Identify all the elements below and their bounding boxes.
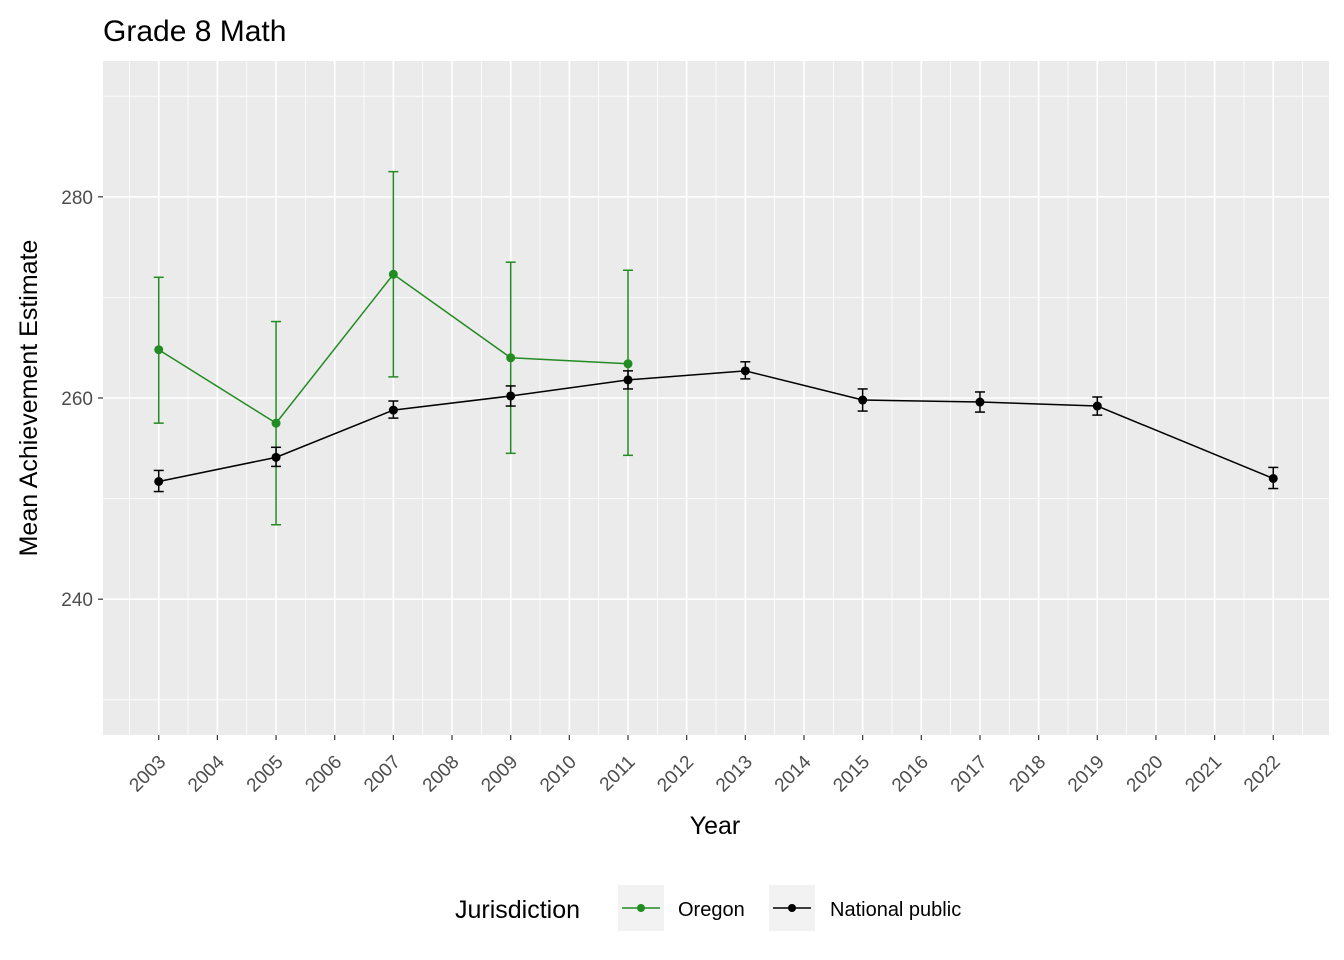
x-tick-label: 2018 — [1005, 752, 1050, 797]
y-tick-label: 280 — [61, 188, 93, 209]
x-tick-label: 2008 — [419, 752, 464, 797]
x-tick-label: 2005 — [243, 752, 288, 797]
x-axis: 2003 2004 2005 2006 2007 2008 2009 2010 2011 2012… — [126, 735, 1285, 796]
legend-point-national-public — [788, 904, 796, 912]
data-point — [858, 395, 868, 405]
x-tick-label: 2004 — [184, 751, 229, 796]
x-tick-label: 2010 — [536, 752, 581, 797]
data-point — [740, 366, 750, 376]
x-tick-label: 2014 — [771, 751, 816, 796]
legend-title: Jurisdiction — [455, 896, 580, 924]
series-oregon — [153, 170, 634, 526]
x-tick-label: 2017 — [947, 752, 992, 797]
y-axis: 240 260 280 — [61, 188, 103, 611]
x-tick-label: 2009 — [477, 752, 522, 797]
data-point — [975, 397, 985, 407]
legend-label-oregon: Oregon — [678, 899, 745, 921]
x-tick-label: 2022 — [1240, 752, 1285, 797]
y-tick-label: 240 — [61, 590, 93, 611]
x-tick-label: 2015 — [829, 752, 874, 797]
data-point — [506, 391, 516, 401]
grid-lines — [103, 61, 1329, 735]
data-point — [388, 405, 398, 415]
x-tick-label: 2007 — [360, 752, 405, 797]
x-tick-label: 2019 — [1064, 752, 1109, 797]
data-point — [623, 359, 633, 369]
data-point — [1268, 473, 1278, 483]
legend: Jurisdiction Oregon National public — [455, 885, 961, 931]
data-point — [623, 375, 633, 385]
chart-title: Grade 8 Math — [103, 15, 286, 48]
x-tick-label: 2011 — [596, 752, 640, 796]
data-point — [154, 345, 164, 355]
series-layer — [153, 170, 1279, 526]
x-tick-label: 2016 — [888, 752, 933, 797]
x-tick-label: 2003 — [126, 752, 171, 797]
legend-point-oregon — [637, 904, 645, 912]
x-tick-label: 2013 — [712, 752, 757, 797]
legend-label-national-public: National public — [830, 899, 961, 921]
data-point — [388, 269, 398, 279]
data-point — [506, 353, 516, 363]
y-tick-label: 260 — [61, 389, 93, 410]
data-point — [1092, 401, 1102, 411]
series-line-national-public — [158, 370, 1274, 483]
series-national-public — [153, 361, 1279, 493]
data-point — [271, 452, 281, 462]
data-point — [271, 418, 281, 428]
x-tick-label: 2012 — [653, 752, 698, 797]
x-tick-label: 2021 — [1181, 752, 1226, 797]
x-axis-title: Year — [690, 812, 741, 840]
y-axis-title: Mean Achievement Estimate — [15, 240, 43, 557]
x-tick-label: 2006 — [301, 752, 346, 797]
data-point — [154, 476, 164, 486]
x-tick-label: 2020 — [1123, 752, 1168, 797]
